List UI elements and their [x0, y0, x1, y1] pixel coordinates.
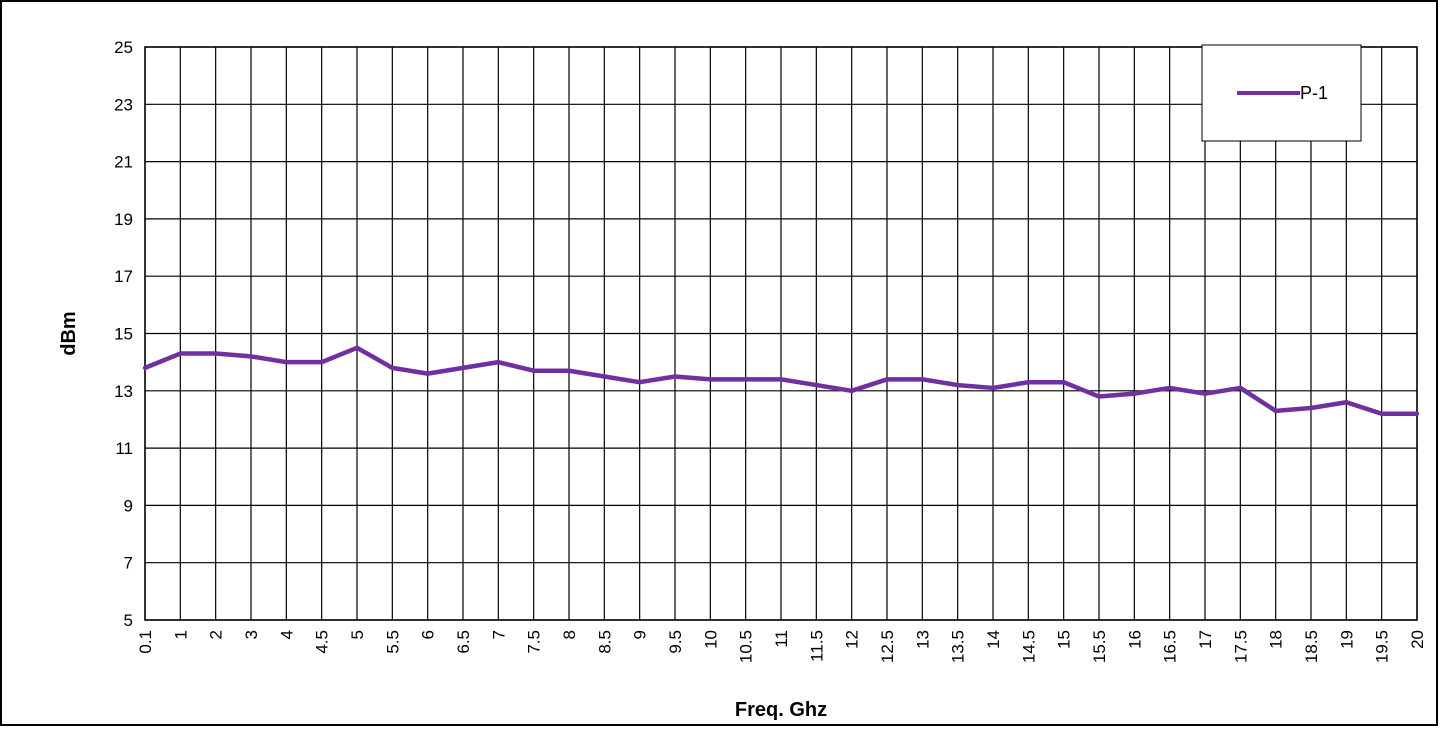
data-point	[531, 368, 536, 373]
y-axis-title: dBm	[58, 311, 80, 355]
x-tick-label: 9	[631, 630, 650, 639]
y-tick-label: 7	[124, 554, 133, 573]
data-point	[1238, 385, 1243, 391]
x-tick-label: 5	[348, 630, 367, 639]
data-point	[1344, 400, 1349, 405]
y-axis-tick-labels: 5 7 9 11 13 15 17 19 21 23 25	[114, 38, 133, 630]
x-tick-label: 7	[489, 630, 508, 639]
data-point	[425, 371, 430, 376]
x-tick-label: 10	[701, 630, 720, 649]
data-point	[1026, 380, 1031, 385]
data-point	[1414, 411, 1420, 416]
x-tick-label: 17.5	[1231, 630, 1250, 663]
data-point	[884, 377, 890, 382]
x-axis-tick-labels: 0.1 1 2 3 4 4.5 5 5.5 6 6.5 7 7.5 8 8.5 9 9.5 10 10.5 11 11…	[136, 630, 1427, 663]
data-point	[743, 377, 748, 382]
y-tick-label: 23	[114, 95, 133, 114]
x-tick-label: 0.1	[136, 630, 155, 654]
x-axis-title: Freq. Ghz	[735, 699, 827, 721]
x-tick-label: 7.5	[525, 630, 544, 654]
x-tick-label: 13.5	[949, 630, 968, 663]
x-tick-label: 4.5	[313, 630, 332, 654]
x-tick-label: 16	[1125, 630, 1144, 649]
data-point	[354, 345, 360, 351]
data-point	[1096, 394, 1102, 399]
data-point	[849, 388, 854, 393]
x-tick-label: 11.5	[807, 630, 826, 662]
x-tick-label: 1	[171, 630, 190, 639]
x-tick-label: 20	[1408, 630, 1427, 649]
data-point	[1061, 380, 1066, 385]
y-tick-label: 25	[114, 38, 133, 57]
data-point	[1379, 411, 1384, 416]
data-point	[1132, 391, 1137, 396]
data-point	[955, 382, 960, 388]
y-tick-label: 19	[114, 210, 133, 229]
x-tick-label: 15	[1055, 630, 1074, 649]
x-tick-label: 15.5	[1090, 630, 1109, 663]
x-tick-label: 4	[277, 630, 296, 639]
y-tick-label: 13	[114, 382, 133, 401]
x-tick-label: 16.5	[1161, 630, 1180, 663]
x-tick-label: 14	[984, 630, 1003, 649]
data-point	[920, 377, 925, 382]
data-point	[496, 359, 501, 365]
x-tick-label: 10.5	[737, 630, 756, 663]
x-tick-label: 5.5	[383, 630, 402, 654]
data-point	[248, 354, 254, 359]
data-point	[708, 377, 713, 382]
x-tick-label: 18	[1267, 630, 1286, 649]
legend-entry-p-1: P-1	[1300, 83, 1328, 103]
data-point	[284, 359, 289, 365]
data-point	[672, 374, 678, 379]
data-point	[990, 385, 996, 391]
data-point	[213, 351, 218, 356]
data-point	[602, 374, 607, 379]
data-point	[637, 380, 642, 385]
x-tick-label: 8.5	[595, 630, 614, 654]
data-point	[778, 377, 784, 382]
x-tick-label: 17	[1196, 630, 1215, 649]
y-tick-label: 5	[124, 611, 133, 630]
data-point	[814, 382, 819, 388]
y-tick-label: 15	[114, 325, 133, 344]
legend: P-1	[1201, 44, 1362, 142]
y-tick-label: 21	[114, 153, 133, 172]
x-tick-label: 13	[913, 630, 932, 649]
data-point	[1273, 408, 1278, 414]
y-tick-label: 11	[115, 439, 133, 458]
data-point	[1308, 405, 1314, 411]
x-tick-label: 19.5	[1373, 630, 1392, 663]
data-point	[460, 365, 466, 371]
data-point	[390, 365, 395, 371]
plot-area-border	[144, 46, 1418, 621]
x-tick-label: 12.5	[878, 630, 897, 663]
series-layer	[142, 345, 1420, 416]
data-point	[178, 351, 183, 356]
x-tick-label: 14.5	[1019, 630, 1038, 663]
x-tick-label: 19	[1337, 630, 1356, 649]
data-point	[1202, 391, 1208, 396]
x-tick-label: 3	[242, 630, 261, 639]
x-tick-label: 2	[207, 630, 226, 639]
data-point	[1167, 385, 1172, 391]
data-point	[319, 359, 324, 365]
data-point	[142, 365, 148, 371]
y-tick-label: 9	[124, 496, 133, 515]
x-tick-label: 6.5	[454, 630, 473, 654]
x-tick-label: 9.5	[666, 630, 685, 654]
x-tick-label: 8	[560, 630, 579, 639]
y-tick-label: 17	[114, 267, 133, 286]
x-tick-label: 11	[772, 630, 791, 648]
x-tick-label: 6	[419, 630, 438, 639]
x-tick-label: 12	[843, 630, 862, 649]
x-tick-label: 18.5	[1302, 630, 1321, 663]
data-point	[566, 368, 572, 373]
